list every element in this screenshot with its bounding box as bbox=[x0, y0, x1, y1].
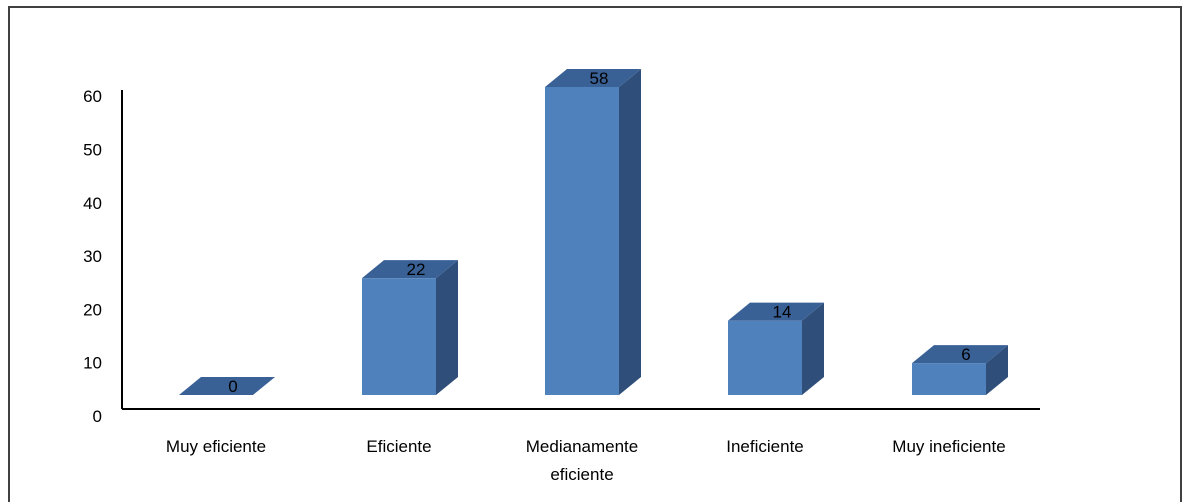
data-label: 14 bbox=[773, 303, 792, 322]
y-tick-label: 20 bbox=[83, 300, 102, 319]
bar-top bbox=[912, 345, 1008, 364]
bars-layer bbox=[179, 69, 1008, 395]
bar-side bbox=[436, 260, 458, 395]
bar-front bbox=[545, 87, 619, 395]
category-label: Medianamente bbox=[526, 437, 638, 456]
category-label: Eficiente bbox=[366, 437, 431, 456]
bar-front bbox=[912, 363, 986, 395]
bar bbox=[362, 260, 458, 395]
y-tick-label: 40 bbox=[83, 194, 102, 213]
bar bbox=[912, 345, 1008, 395]
category-label: eficiente bbox=[550, 465, 613, 484]
y-tick-label: 30 bbox=[83, 247, 102, 266]
bar bbox=[545, 69, 641, 395]
data-label: 58 bbox=[590, 69, 609, 88]
bar-top bbox=[728, 302, 824, 321]
bar bbox=[179, 377, 275, 395]
y-tick-label: 10 bbox=[83, 354, 102, 373]
bar-top bbox=[545, 69, 641, 87]
axes-layer bbox=[121, 90, 1040, 410]
data-label: 6 bbox=[961, 345, 970, 364]
bar-side bbox=[619, 69, 641, 395]
data-label: 22 bbox=[407, 260, 426, 279]
y-tick-label: 0 bbox=[93, 407, 102, 426]
bar-side bbox=[802, 302, 824, 395]
data-label: 0 bbox=[228, 377, 237, 396]
labels-layer: 0 10 20 30 40 50 60 0 Muy eficiente 22 Eficiente 58… bbox=[83, 69, 1006, 484]
category-label: Ineficiente bbox=[726, 437, 804, 456]
category-label: Muy ineficiente bbox=[892, 437, 1005, 456]
bar-top bbox=[362, 260, 458, 279]
bar-front bbox=[362, 278, 436, 395]
bar-top bbox=[179, 377, 275, 395]
bar-front bbox=[728, 320, 802, 395]
bar-side bbox=[986, 345, 1008, 395]
y-tick-label: 60 bbox=[83, 87, 102, 106]
y-tick-label: 50 bbox=[83, 141, 102, 160]
bar bbox=[728, 302, 824, 395]
category-label: Muy eficiente bbox=[166, 437, 266, 456]
